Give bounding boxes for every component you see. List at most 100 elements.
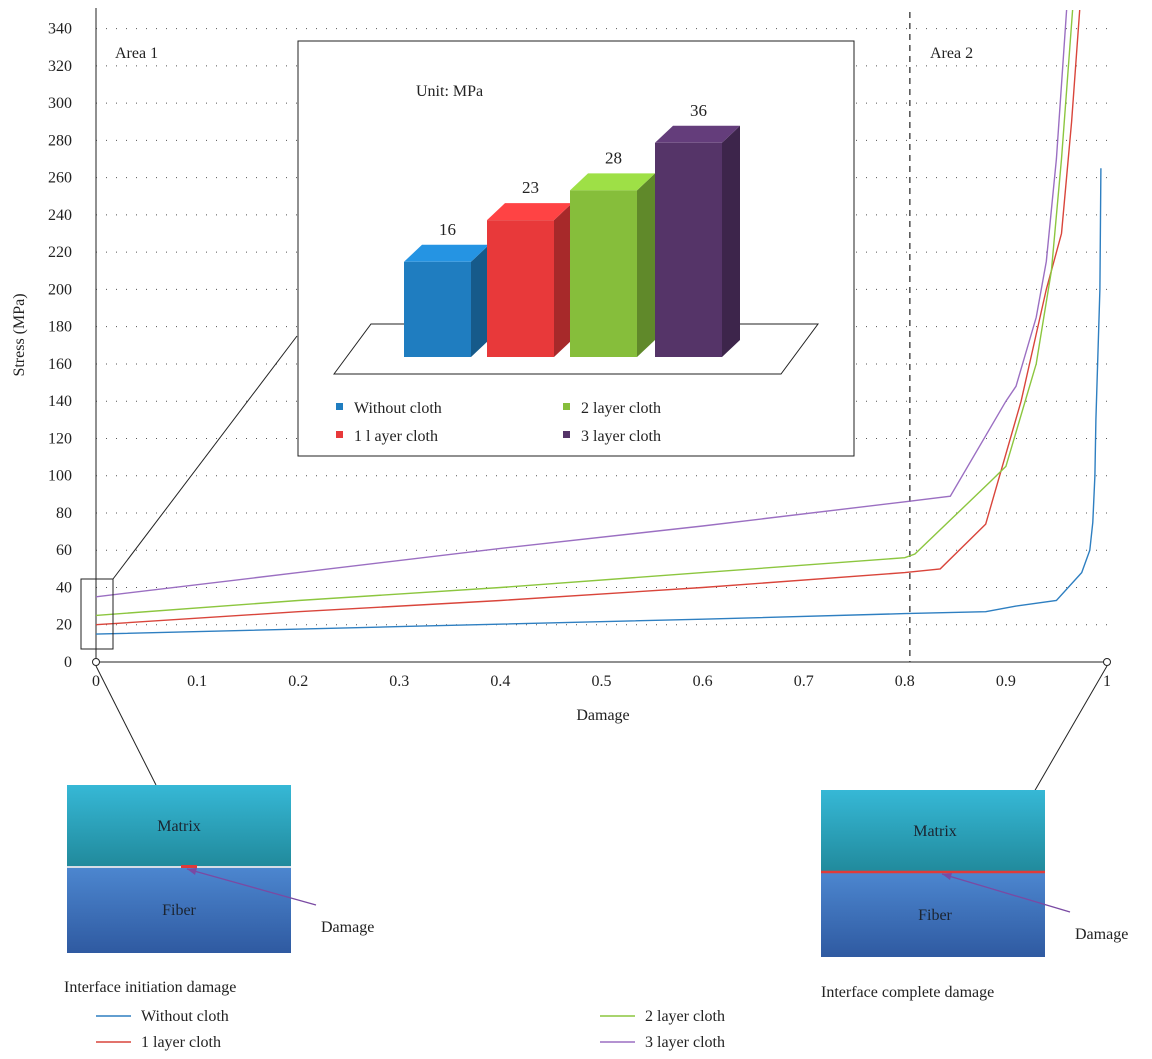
bar-value-label: 16 [439, 220, 456, 239]
matrix-label: Matrix [157, 818, 201, 835]
legend-label: 3 layer cloth [645, 1034, 725, 1051]
y-tick-label: 260 [48, 170, 72, 187]
y-tick-label: 80 [56, 505, 72, 522]
inset-legend-label: 3 layer cloth [581, 428, 661, 445]
y-tick-label: 160 [48, 356, 72, 373]
y-tick-label: 20 [56, 617, 72, 634]
bar: 28 [570, 148, 655, 357]
fiber-label: Fiber [162, 902, 196, 919]
y-tick-label: 220 [48, 244, 72, 261]
damage-label: Damage [1075, 926, 1128, 943]
left-callout-line [95, 665, 157, 786]
zoom-box [80, 578, 114, 650]
area-1-label: Area 1 [115, 45, 158, 62]
series-line-3-layer-cloth [95, 9, 1068, 598]
x-tick-label: 0.4 [490, 673, 510, 690]
inset-legend-swatch [563, 403, 570, 410]
bar-side-face [722, 125, 740, 357]
inset-legend: Without cloth 1 l ayer cloth 2 layer cloth… [336, 400, 661, 445]
bar-top-face [570, 173, 655, 191]
x-tick-label: 1 [1103, 673, 1111, 690]
x-tick-label: 0.3 [389, 673, 409, 690]
y-tick-label: 320 [48, 58, 72, 75]
series-lines [95, 9, 1102, 635]
bar-side-face [471, 244, 489, 357]
zoom-connector-line [112, 335, 298, 580]
y-tick-label: 340 [48, 21, 72, 38]
y-tick-label: 200 [48, 281, 72, 298]
x-tick-label: 0.7 [794, 673, 814, 690]
x-tick-labels: 0 0.1 0.2 0.3 0.4 0.5 0.6 0.7 0.8 0.9 1 [92, 673, 1111, 690]
end-marker [1103, 658, 1111, 666]
bar-top-face [487, 203, 572, 221]
damage-pointer-line [941, 873, 1071, 913]
y-tick-label: 300 [48, 95, 72, 112]
inset-legend-label: Without cloth [354, 400, 442, 417]
main-legend: Without cloth 1 layer cloth 2 layer cloth 3… [96, 1008, 725, 1051]
legend-label: 1 layer cloth [141, 1034, 221, 1051]
main-line-chart: 0204060801001201401601802002202402602803… [11, 8, 1112, 724]
x-tick-label: 0.9 [996, 673, 1016, 690]
x-tick-label: 0 [92, 673, 100, 690]
bar-front-face [487, 220, 554, 357]
legend-label: 2 layer cloth [645, 1008, 725, 1025]
bar-top-face [655, 125, 740, 143]
bar-value-label: 23 [522, 178, 539, 197]
bars: 16 23 28 36 [404, 101, 740, 357]
inset-unit-label: Unit: MPa [416, 83, 483, 100]
y-tick-label: 40 [56, 579, 72, 596]
bar-value-label: 36 [690, 101, 707, 120]
y-axis-title: Stress (MPa) [11, 293, 28, 376]
y-tick-label: 100 [48, 468, 72, 485]
matrix-label: Matrix [913, 823, 957, 840]
matrix-block [821, 790, 1045, 872]
bar-front-face [655, 142, 722, 357]
damage-pointer-arrowhead [942, 873, 952, 880]
series-line-without-cloth [95, 168, 1102, 635]
damage-mark [181, 865, 197, 868]
bar: 23 [487, 178, 572, 357]
damage-label: Damage [321, 919, 374, 936]
y-tick-label: 120 [48, 430, 72, 447]
y-tick-label: 140 [48, 393, 72, 410]
bar-side-face [637, 173, 655, 357]
x-tick-label: 0.5 [592, 673, 612, 690]
y-tick-labels: 0 20 40 60 80 100 120 140 160 180 200 220 240 260 280 3… [48, 21, 72, 671]
y-tick-label: 280 [48, 132, 72, 149]
damage-pointer-arrowhead [187, 868, 197, 875]
fiber-block [67, 868, 291, 953]
inset-legend-swatch [336, 403, 343, 410]
inset-legend-label: 2 layer cloth [581, 400, 661, 417]
x-tick-label: 0.1 [187, 673, 207, 690]
inset-frame [297, 40, 855, 457]
caption-complete: Interface complete damage [821, 984, 994, 1001]
bar: 36 [655, 101, 740, 357]
fiber-block [821, 873, 1045, 957]
inset-legend-swatch [563, 431, 570, 438]
y-tick-label: 0 [64, 654, 72, 671]
x-tick-label: 0.6 [693, 673, 713, 690]
inset-legend-swatch [336, 431, 343, 438]
bar-front-face [570, 190, 637, 357]
caption-initiation: Interface initiation damage [64, 979, 236, 996]
matrix-block [67, 785, 291, 866]
inset-legend-label: 1 l ayer cloth [354, 428, 438, 445]
y-tick-label: 60 [56, 542, 72, 559]
series-line-1-layer-cloth [95, 9, 1081, 626]
schematic-complete: Matrix Fiber Damage Interface complete d… [821, 790, 1128, 1001]
bar-value-label: 28 [605, 148, 622, 167]
inset-bar-chart: Unit: MPa 16 23 28 36 Without cloth 1 l ayer… [297, 40, 855, 457]
legend-label: Without cloth [141, 1008, 229, 1025]
damage-pointer-line [186, 868, 317, 906]
series-line-2-layer-cloth [95, 9, 1074, 617]
x-tick-label: 0.2 [288, 673, 308, 690]
fiber-label: Fiber [918, 907, 952, 924]
area-2-label: Area 2 [930, 45, 973, 62]
y-tick-label: 240 [48, 207, 72, 224]
schematic-initiation: Matrix Fiber Damage Interface initiation… [64, 785, 374, 996]
bar-side-face [554, 203, 572, 357]
x-tick-label: 0.8 [895, 673, 915, 690]
bar: 16 [404, 220, 489, 357]
origin-marker [92, 658, 100, 666]
